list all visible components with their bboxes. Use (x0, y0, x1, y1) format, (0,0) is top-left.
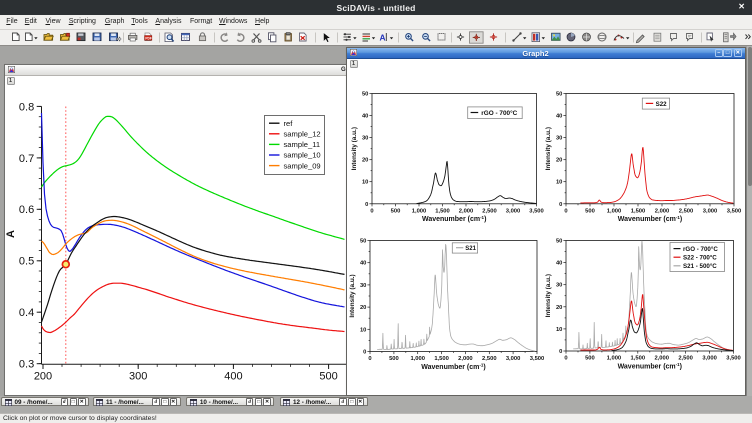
svg-text:ref: ref (284, 119, 294, 128)
svg-text:0: 0 (363, 349, 366, 355)
svg-text:30: 30 (360, 282, 366, 288)
svg-text:40: 40 (360, 260, 366, 266)
svg-text:Wavenumber (cm-1): Wavenumber (cm-1) (618, 362, 682, 370)
svg-text:1,500: 1,500 (631, 208, 646, 214)
svg-text:0: 0 (564, 208, 567, 214)
svg-text:3,500: 3,500 (529, 208, 544, 214)
svg-text:A: A (5, 230, 17, 238)
svg-text:3,500: 3,500 (726, 355, 741, 361)
svg-text:2,000: 2,000 (458, 356, 473, 362)
svg-text:10: 10 (556, 179, 562, 185)
svg-text:20: 20 (360, 305, 366, 311)
svg-text:rGO - 700°C: rGO - 700°C (683, 245, 718, 252)
svg-text:2,500: 2,500 (678, 355, 693, 361)
svg-text:0.8: 0.8 (19, 101, 34, 113)
svg-text:Intensity (a.u.): Intensity (a.u.) (349, 274, 356, 317)
svg-text:200: 200 (34, 371, 52, 383)
svg-text:2,500: 2,500 (482, 208, 497, 214)
svg-text:40: 40 (362, 113, 368, 119)
svg-text:2,000: 2,000 (655, 208, 670, 214)
svg-text:10: 10 (360, 327, 366, 333)
svg-text:400: 400 (224, 371, 242, 383)
svg-text:Wavenumber (cm-1): Wavenumber (cm-1) (422, 214, 486, 222)
svg-text:50: 50 (556, 91, 562, 97)
svg-text:3,000: 3,000 (703, 208, 718, 214)
svg-text:Wavenumber (cm-1): Wavenumber (cm-1) (618, 214, 682, 222)
svg-text:1,000: 1,000 (607, 208, 622, 214)
svg-text:Intensity (a.u.): Intensity (a.u.) (545, 127, 552, 170)
svg-text:10: 10 (362, 179, 368, 185)
svg-text:3,500: 3,500 (727, 208, 742, 214)
svg-text:20: 20 (556, 157, 562, 163)
svg-text:1,500: 1,500 (435, 208, 450, 214)
svg-text:500: 500 (319, 371, 337, 383)
svg-text:10: 10 (556, 326, 562, 332)
svg-text:20: 20 (556, 304, 562, 310)
svg-text:Wavenumber (cm-1): Wavenumber (cm-1) (421, 362, 485, 370)
svg-text:1,500: 1,500 (631, 355, 646, 361)
svg-text:Intensity (a.u.): Intensity (a.u.) (351, 127, 358, 170)
svg-text:1,000: 1,000 (410, 356, 425, 362)
svg-text:500: 500 (585, 208, 595, 214)
svg-text:50: 50 (362, 91, 368, 97)
svg-text:3,500: 3,500 (530, 356, 545, 362)
svg-text:0: 0 (365, 201, 368, 207)
svg-text:sample_11: sample_11 (284, 140, 321, 149)
svg-text:50: 50 (556, 238, 562, 244)
svg-text:0.4: 0.4 (19, 307, 34, 319)
svg-text:500: 500 (389, 356, 399, 362)
svg-text:2,500: 2,500 (482, 356, 497, 362)
svg-text:sample_12: sample_12 (284, 130, 321, 139)
svg-text:1,000: 1,000 (412, 208, 427, 214)
svg-text:500: 500 (585, 355, 595, 361)
svg-text:30: 30 (556, 135, 562, 141)
svg-text:0: 0 (559, 201, 562, 207)
svg-text:40: 40 (556, 113, 562, 119)
svg-text:A: A (380, 33, 386, 43)
svg-text:S21 - 500°C: S21 - 500°C (683, 263, 717, 270)
svg-text:40: 40 (556, 260, 562, 266)
svg-text:3,000: 3,000 (506, 208, 521, 214)
svg-text:S21: S21 (465, 246, 476, 252)
svg-text:500: 500 (391, 208, 401, 214)
svg-text:S22: S22 (656, 100, 668, 107)
svg-text:2,500: 2,500 (679, 208, 694, 214)
svg-text:sample_10: sample_10 (284, 151, 321, 160)
svg-text:1,500: 1,500 (434, 356, 449, 362)
svg-text:3,000: 3,000 (702, 355, 717, 361)
svg-text:0: 0 (368, 356, 371, 362)
svg-text:2,000: 2,000 (459, 208, 474, 214)
svg-text:20: 20 (362, 157, 368, 163)
svg-text:sample_09: sample_09 (284, 161, 321, 170)
svg-text:3,000: 3,000 (506, 356, 521, 362)
svg-text:2,000: 2,000 (654, 355, 669, 361)
svg-text:0: 0 (564, 355, 567, 361)
svg-text:30: 30 (556, 282, 562, 288)
svg-text:PDF: PDF (145, 36, 151, 40)
svg-text:0.7: 0.7 (19, 153, 34, 165)
svg-text:rGO - 700°C: rGO - 700°C (481, 108, 517, 116)
svg-text:0.5: 0.5 (19, 256, 34, 268)
svg-text:50: 50 (360, 238, 366, 244)
svg-text:30: 30 (362, 135, 368, 141)
svg-text:0.3: 0.3 (19, 359, 34, 371)
svg-text:0: 0 (370, 208, 373, 214)
svg-text:S22 - 700°C: S22 - 700°C (683, 254, 717, 261)
svg-text:1,000: 1,000 (607, 355, 622, 361)
svg-text:0.6: 0.6 (19, 204, 34, 216)
svg-text:Intensity (a.u.): Intensity (a.u.) (545, 274, 552, 317)
svg-text:300: 300 (129, 371, 147, 383)
svg-text:0: 0 (559, 349, 562, 355)
